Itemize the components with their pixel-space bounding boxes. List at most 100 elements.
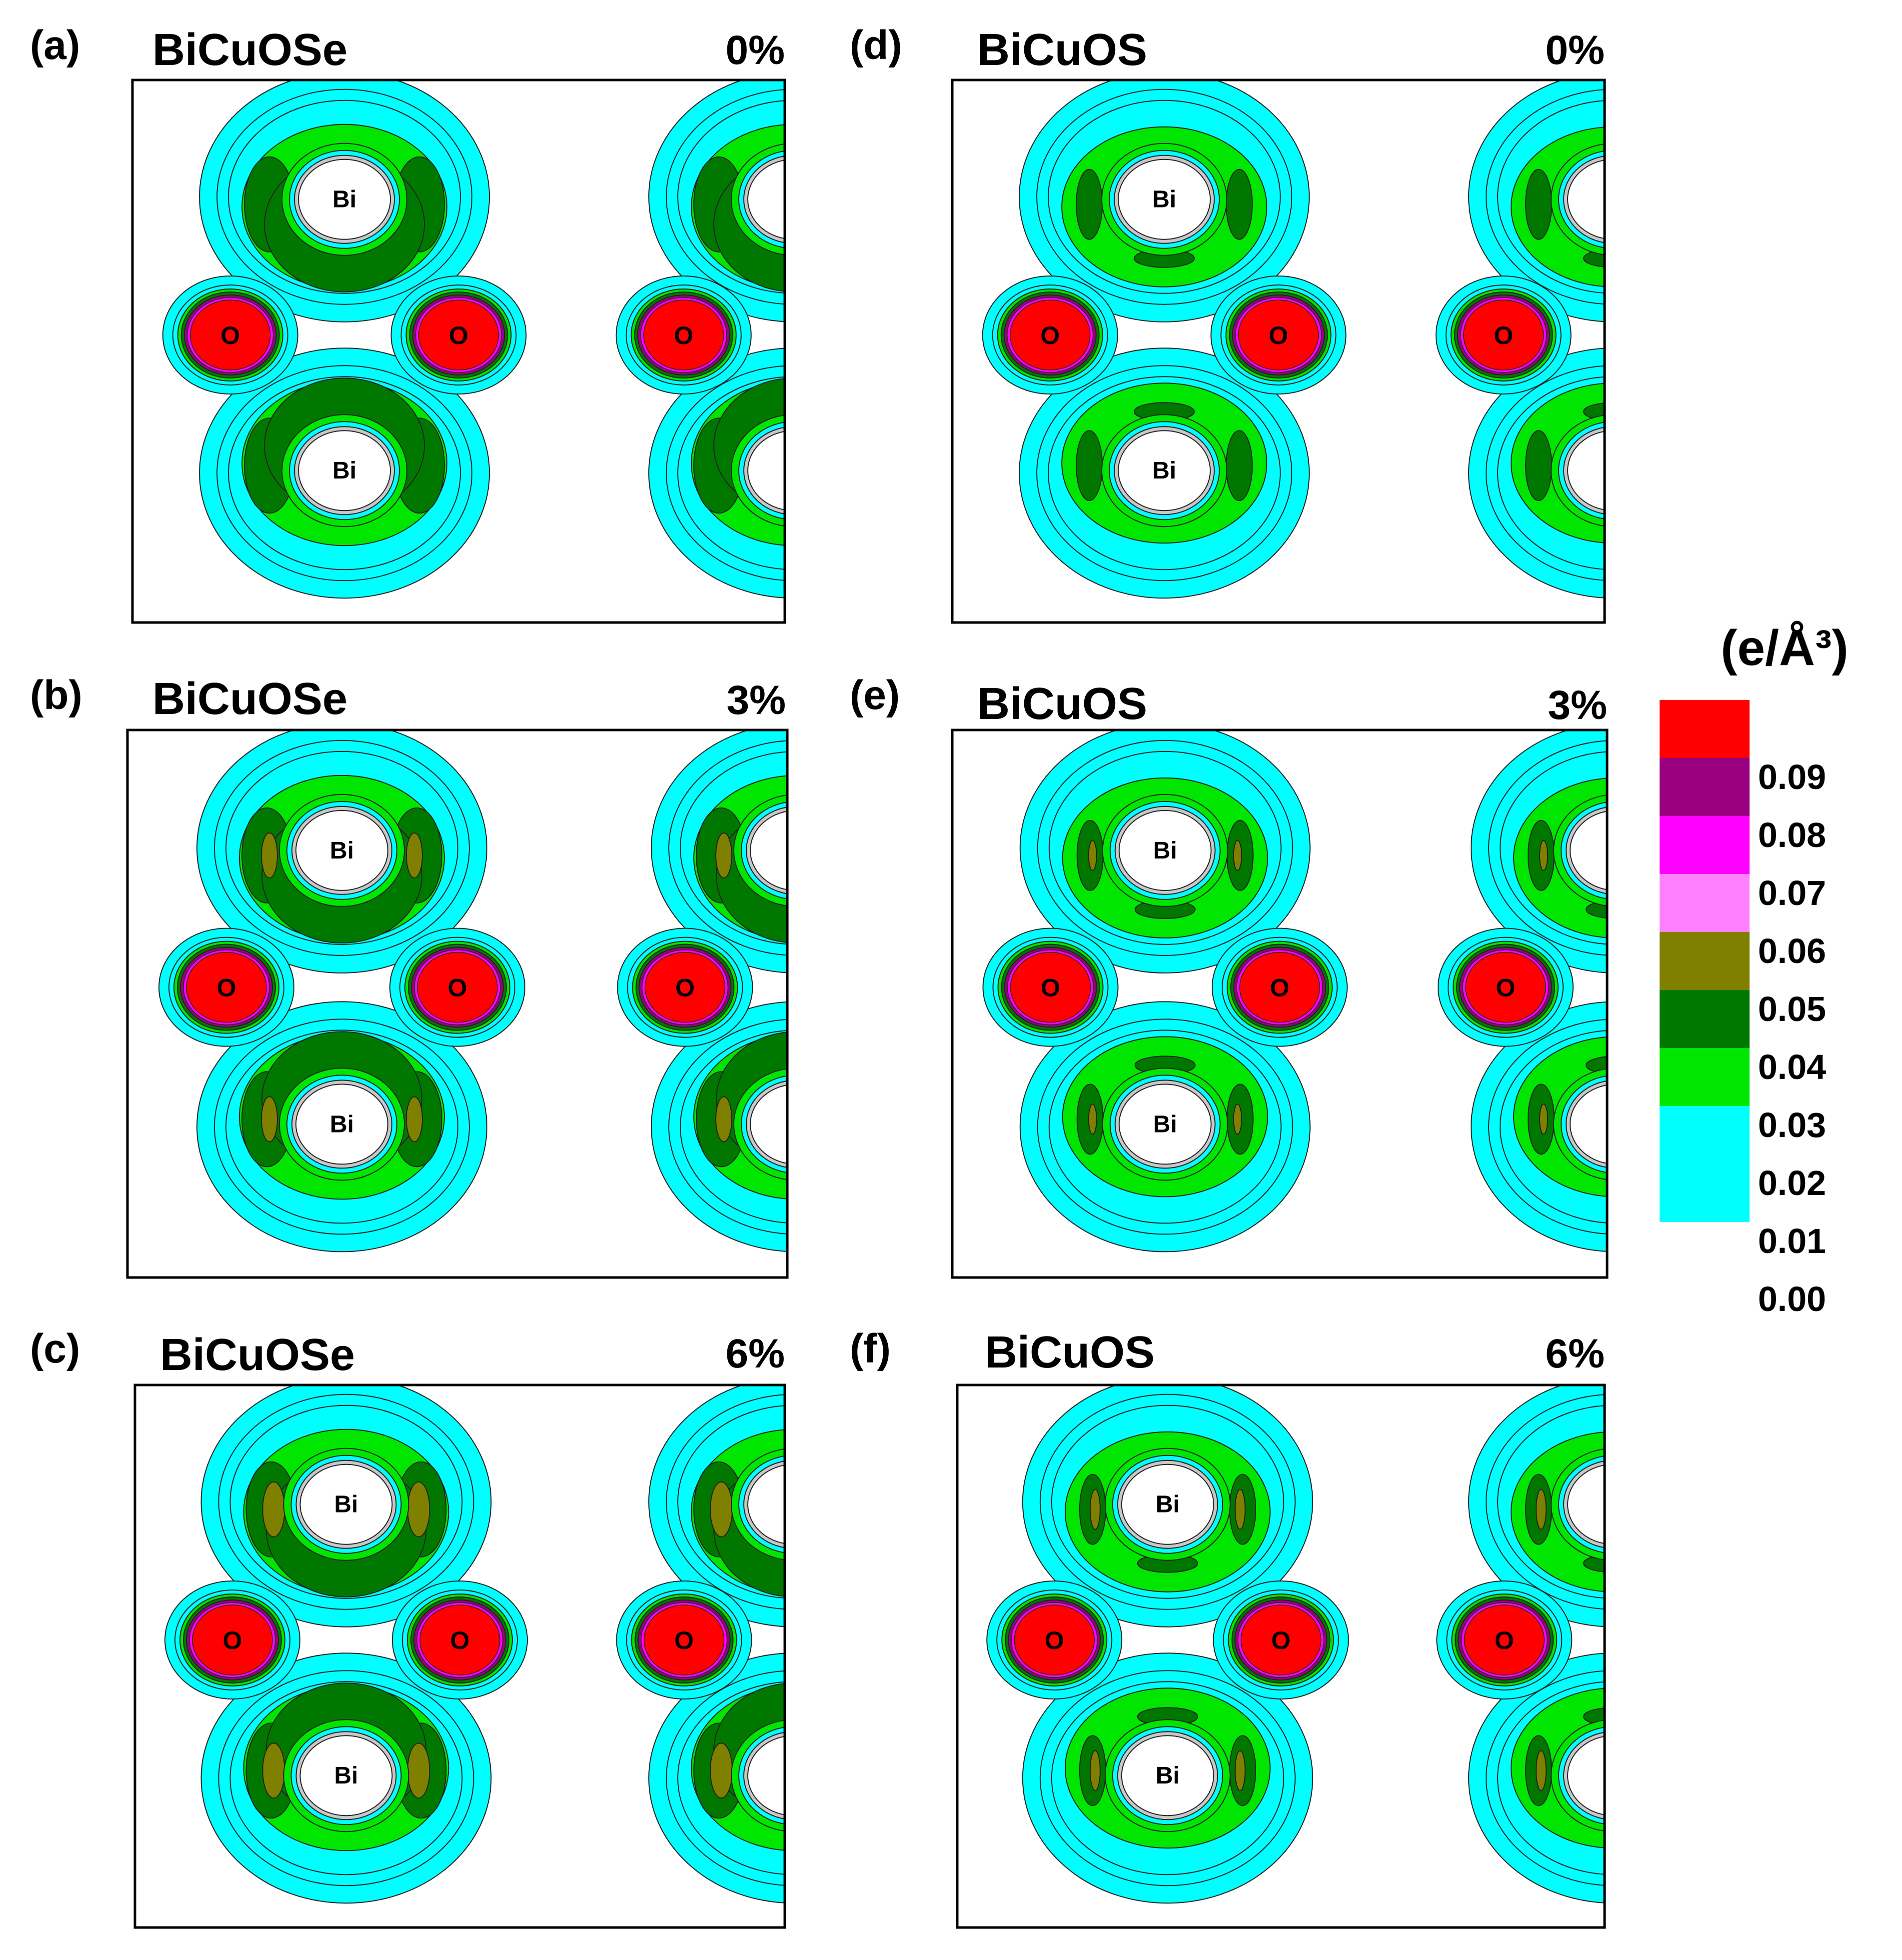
density-contour bbox=[1051, 1681, 1284, 1876]
panel-b: (b) BiCuOSe 3% Bi Bi O O O bbox=[30, 672, 896, 1279]
density-contour bbox=[228, 100, 461, 294]
density-contour bbox=[174, 1589, 290, 1690]
atom-label-bi: Bi bbox=[334, 1492, 358, 1518]
density-contour bbox=[1037, 740, 1293, 956]
density-core bbox=[1567, 1464, 1605, 1544]
colorbar: (e/Å³) 0.090.080.070.060.050.040.030.020… bbox=[1660, 620, 1849, 1318]
density-core bbox=[1118, 1084, 1212, 1165]
density-core bbox=[1463, 300, 1544, 370]
density-lobe bbox=[1233, 840, 1242, 871]
density-contour bbox=[680, 1030, 787, 1224]
panel-label: (d) bbox=[850, 22, 902, 68]
density-core bbox=[747, 1464, 785, 1544]
density-contour bbox=[214, 740, 470, 956]
density-lobe bbox=[262, 1481, 285, 1538]
density-contour bbox=[1036, 88, 1293, 305]
density-lobe bbox=[406, 832, 423, 878]
density-core bbox=[295, 810, 388, 891]
density-core bbox=[1567, 1736, 1605, 1816]
density-lobe bbox=[1088, 1104, 1097, 1135]
density-lobe bbox=[1681, 1490, 1691, 1530]
density-lobe bbox=[1076, 430, 1103, 502]
density-contour bbox=[229, 1404, 463, 1599]
density-contour bbox=[1036, 365, 1293, 582]
density-core bbox=[643, 1604, 725, 1676]
density-contour bbox=[1048, 100, 1281, 294]
colorbar-tick-label: 0.04 bbox=[1758, 1048, 1826, 1086]
density-core bbox=[747, 1736, 785, 1816]
density-contour bbox=[1039, 1394, 1296, 1610]
colorbar-unit: (e/Å³) bbox=[1721, 620, 1849, 676]
density-contour bbox=[668, 740, 787, 956]
panel-frame bbox=[133, 1384, 786, 1929]
panel-f: (f) BiCuOS 6% Bi Bi O O O bbox=[850, 1326, 1702, 1929]
panel-a: (a) BiCuOSe 0% Bi Bi O O O bbox=[30, 22, 786, 624]
density-contour bbox=[1222, 936, 1338, 1038]
density-lobe bbox=[855, 1482, 877, 1537]
atom-label-o: O bbox=[674, 322, 693, 350]
colorbar-tick-label: 0.02 bbox=[1758, 1164, 1826, 1202]
density-contour bbox=[1486, 89, 1605, 305]
density-contour bbox=[666, 1670, 785, 1886]
density-lobe bbox=[861, 1096, 877, 1142]
colorbar-tick-label: 0.06 bbox=[1758, 932, 1826, 970]
panel-label: (a) bbox=[30, 22, 80, 68]
density-contour bbox=[229, 1681, 463, 1876]
density-lobe bbox=[407, 1481, 430, 1538]
density-core bbox=[298, 430, 391, 512]
density-contour bbox=[626, 1589, 742, 1690]
density-lobe bbox=[1676, 1474, 1702, 1544]
density-core bbox=[1238, 300, 1319, 370]
atom-label-bi: Bi bbox=[330, 1111, 354, 1138]
atom-label-o: O bbox=[450, 1626, 470, 1654]
density-core bbox=[643, 300, 724, 370]
atom-label-o: O bbox=[1495, 1626, 1514, 1654]
density-map: Bi Bi O O O bbox=[158, 730, 896, 1252]
panel-strain: 3% bbox=[1548, 682, 1607, 728]
density-core bbox=[1464, 1604, 1545, 1676]
density-lobe bbox=[1539, 1104, 1548, 1135]
density-lobe bbox=[1234, 1488, 1246, 1530]
colorbar-band bbox=[1660, 700, 1750, 758]
density-map: Bi Bi O O O bbox=[982, 730, 1607, 1252]
panel-material: BiCuOS bbox=[977, 679, 1147, 729]
density-contour bbox=[1500, 751, 1607, 945]
colorbar-tick-label: 0.01 bbox=[1758, 1222, 1826, 1260]
density-map: Bi Bi O O O bbox=[982, 80, 1605, 599]
density-contour bbox=[225, 1030, 458, 1224]
colorbar-band bbox=[1660, 932, 1750, 990]
density-core bbox=[1118, 430, 1211, 512]
density-core bbox=[1567, 160, 1605, 240]
density-contour bbox=[627, 936, 743, 1038]
density-contour bbox=[677, 376, 785, 570]
panel-material: BiCuOSe bbox=[160, 1330, 355, 1380]
density-map: Bi Bi O O O bbox=[986, 1385, 1702, 1904]
panel-material: BiCuOS bbox=[977, 25, 1147, 75]
density-lobe bbox=[1233, 1104, 1242, 1135]
density-lobe bbox=[715, 832, 732, 878]
atom-label-o: O bbox=[1496, 974, 1515, 1002]
atom-label-o: O bbox=[675, 974, 695, 1002]
density-contour bbox=[1048, 750, 1282, 945]
atom-label-o: O bbox=[1269, 322, 1288, 350]
panel-strain: 6% bbox=[1545, 1331, 1605, 1376]
density-contour bbox=[1223, 1589, 1339, 1690]
atom-label-bi: Bi bbox=[1156, 1762, 1180, 1789]
density-core bbox=[417, 952, 498, 1023]
density-core bbox=[747, 160, 785, 240]
atom-label-bi: Bi bbox=[1153, 1111, 1177, 1138]
atom-label-o: O bbox=[1270, 974, 1290, 1002]
density-lobe bbox=[846, 808, 896, 903]
density-lobe bbox=[1089, 1750, 1101, 1792]
density-lobe bbox=[1089, 1488, 1101, 1530]
density-core bbox=[299, 1735, 393, 1816]
density-contour bbox=[1051, 1404, 1284, 1599]
density-lobe bbox=[710, 1742, 733, 1799]
density-contour bbox=[1220, 284, 1337, 386]
panel-material: BiCuOSe bbox=[152, 25, 347, 75]
atom-label-bi: Bi bbox=[1156, 1492, 1180, 1518]
density-contour bbox=[172, 284, 288, 386]
density-core bbox=[750, 810, 787, 890]
density-contour bbox=[216, 88, 473, 305]
